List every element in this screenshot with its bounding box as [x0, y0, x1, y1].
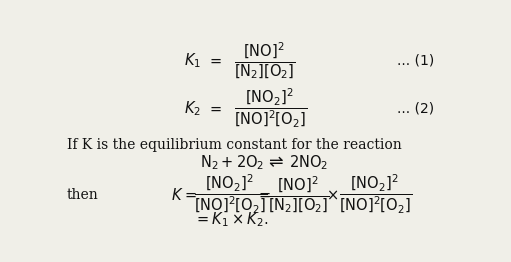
Text: $\dfrac{[\mathrm{NO_2}]^2}{[\mathrm{NO}]^2[\mathrm{O_2}]}$: $\dfrac{[\mathrm{NO_2}]^2}{[\mathrm{NO}]…: [235, 87, 308, 130]
Text: $\times$: $\times$: [326, 187, 338, 202]
Text: $=$: $=$: [182, 187, 197, 202]
Text: $\dfrac{[\mathrm{NO_2}]^2}{[\mathrm{NO}]^2[\mathrm{O_2}]}$: $\dfrac{[\mathrm{NO_2}]^2}{[\mathrm{NO}]…: [194, 173, 267, 216]
Text: ... (1): ... (1): [397, 54, 434, 68]
Text: $K_2$: $K_2$: [184, 99, 201, 118]
Text: $\dfrac{[\mathrm{NO_2}]^2}{[\mathrm{NO}]^2[\mathrm{O_2}]}$: $\dfrac{[\mathrm{NO_2}]^2}{[\mathrm{NO}]…: [339, 173, 412, 216]
Text: $\mathrm{N_2 + 2O_2}$: $\mathrm{N_2 + 2O_2}$: [199, 153, 264, 172]
Text: $=$: $=$: [256, 187, 271, 202]
Text: $\dfrac{[\mathrm{NO}]^2}{[\mathrm{N_2}][\mathrm{O_2}]}$: $\dfrac{[\mathrm{NO}]^2}{[\mathrm{N_2}][…: [268, 174, 329, 215]
Text: $K_1$: $K_1$: [184, 51, 201, 70]
Text: $\rightleftharpoons$: $\rightleftharpoons$: [265, 153, 285, 171]
Text: $\mathrm{2NO_2}$: $\mathrm{2NO_2}$: [289, 153, 328, 172]
Text: $\dfrac{[\mathrm{NO}]^2}{[\mathrm{N_2}][\mathrm{O_2}]}$: $\dfrac{[\mathrm{NO}]^2}{[\mathrm{N_2}][…: [235, 40, 296, 81]
Text: then: then: [67, 188, 99, 202]
Text: If K is the equilibrium constant for the reaction: If K is the equilibrium constant for the…: [67, 138, 402, 152]
Text: $= K_1 \times K_2.$: $= K_1 \times K_2.$: [194, 210, 268, 229]
Text: $=$: $=$: [207, 101, 223, 116]
Text: $K$: $K$: [171, 187, 183, 203]
Text: ... (2): ... (2): [397, 101, 434, 116]
Text: $=$: $=$: [207, 53, 223, 68]
